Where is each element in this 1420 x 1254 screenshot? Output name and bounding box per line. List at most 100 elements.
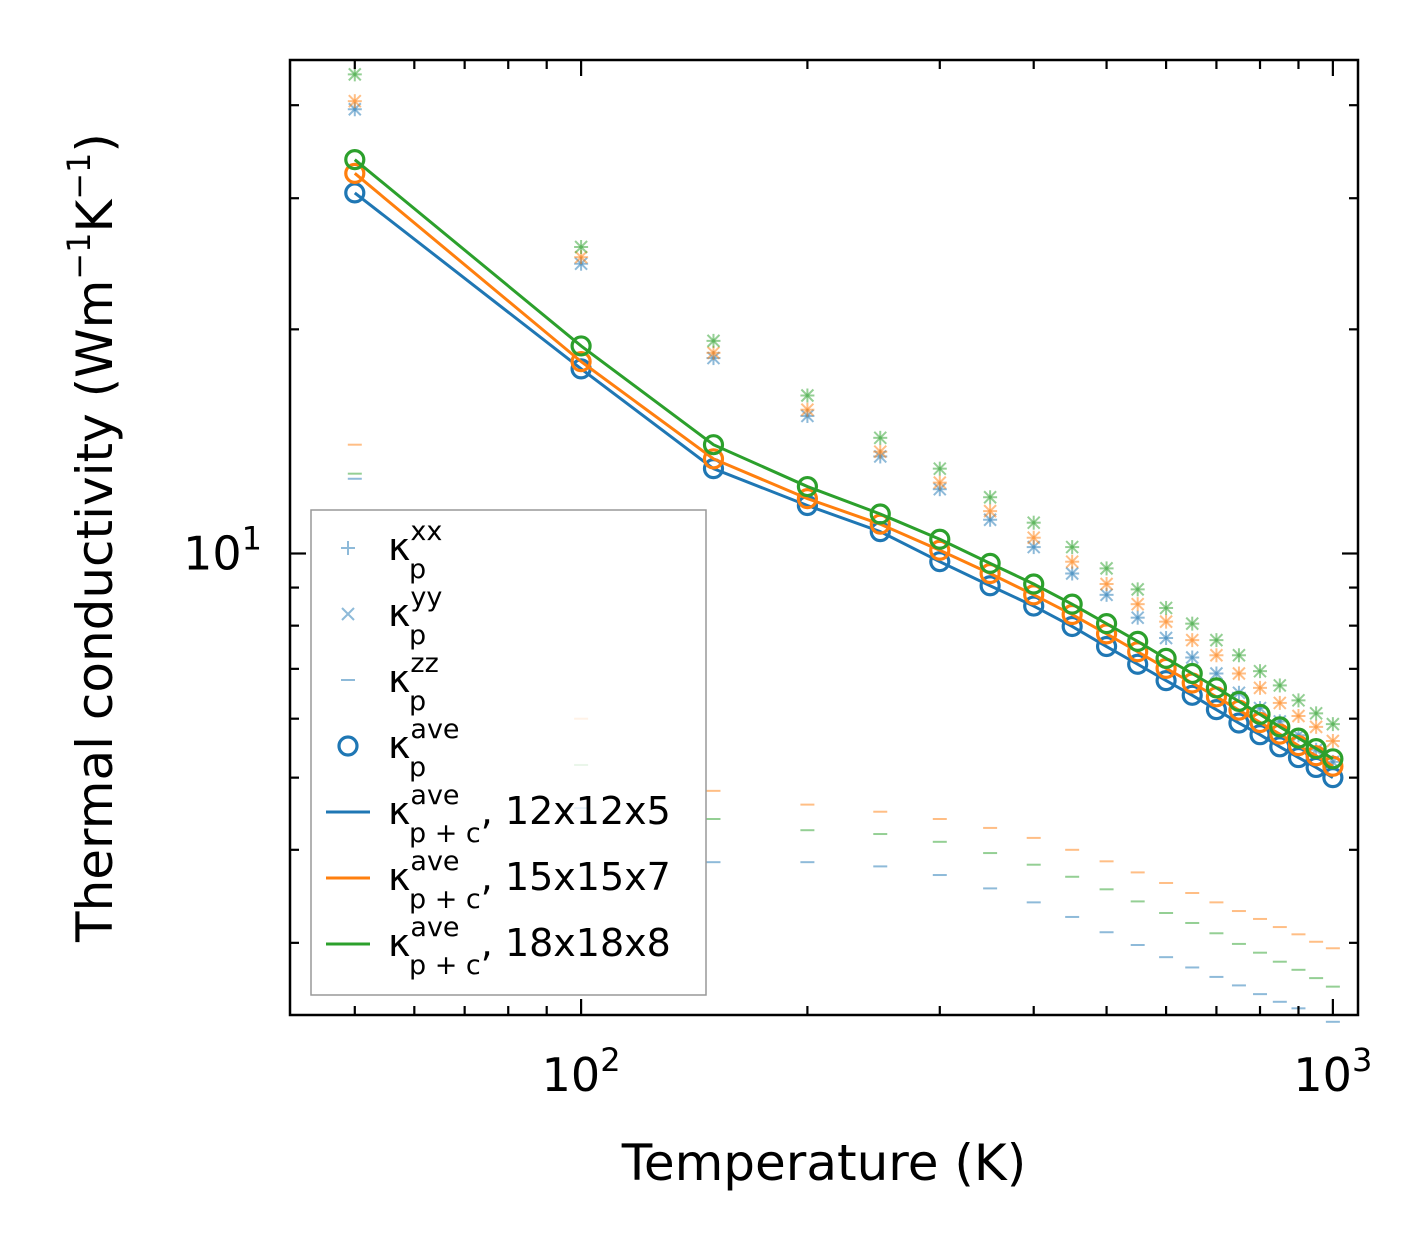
y-axis-label-exp1: −1: [60, 233, 98, 280]
legend-label-sub: p: [409, 752, 426, 783]
kyy-point: [1209, 648, 1224, 662]
legend-label-sub: p: [409, 686, 426, 717]
kave-point: [1023, 595, 1045, 617]
legend-label: κyy p: [388, 582, 442, 651]
kyy-point: [1099, 588, 1114, 602]
kyy-point: [1309, 706, 1323, 721]
kave-point: [1061, 615, 1083, 638]
kyy-point: [1326, 734, 1340, 748]
kave-point: [929, 551, 951, 573]
kyy-point: [1159, 631, 1173, 645]
kave-point: [929, 528, 951, 550]
kave-pc-line: [353, 158, 1334, 761]
kyy-point: [800, 402, 815, 417]
legend-label: κxx p: [388, 516, 442, 585]
kyy-point: [1065, 540, 1079, 554]
kyy-point: [1326, 717, 1340, 731]
kyy-point: [1099, 577, 1114, 591]
kave-point: [1127, 630, 1149, 652]
kave-point: [344, 162, 366, 184]
legend-label-sub: p: [409, 620, 426, 651]
kave-point: [796, 488, 819, 510]
legend-marker-x: [341, 607, 355, 621]
kyy-point: [1159, 614, 1173, 629]
kyy-point: [1253, 664, 1267, 678]
legend-label: κzz p: [388, 648, 439, 717]
legend-label: κave p + c, 12x12x5: [388, 780, 671, 849]
kave-point: [1287, 727, 1310, 749]
kyy-point: [706, 346, 721, 360]
legend-label-sub: p: [409, 554, 426, 585]
kave-point: [1228, 690, 1250, 712]
kyy-point: [1232, 648, 1246, 662]
kyy-point: [1291, 709, 1306, 723]
plot-area: [344, 67, 1344, 1023]
kave-point: [979, 575, 1001, 597]
kave-point: [1023, 584, 1045, 606]
legend-label-sub: p + c: [409, 950, 481, 981]
legend-label-sub: p + c: [409, 818, 481, 849]
kyy-point: [1273, 696, 1287, 710]
legend-label-symbol: κ: [388, 921, 410, 965]
y-tick-label-exp: 1: [242, 519, 262, 557]
x-tick-label-base: 10: [1293, 1048, 1352, 1102]
kyy-point: [1099, 561, 1114, 576]
kave-point: [702, 434, 725, 456]
legend-label-sup: xx: [410, 516, 442, 547]
kyy-point: [348, 94, 362, 108]
kyy-point: [1209, 666, 1224, 681]
legend-label-suffix: , 18x18x8: [481, 921, 671, 965]
legend-label-suffix: , 12x12x5: [481, 789, 671, 833]
kyy-point: [1253, 681, 1267, 695]
kyy-point: [1027, 531, 1041, 545]
kyy-point: [873, 431, 887, 445]
kave-point: [979, 552, 1001, 574]
kave-point: [796, 475, 819, 498]
kave-point: [1023, 573, 1045, 595]
legend-label-symbol: κ: [388, 789, 410, 833]
series-18x18x8: [344, 67, 1344, 988]
kave-point: [1305, 737, 1327, 760]
kave-point: [1181, 684, 1203, 706]
kave-point: [1181, 662, 1203, 685]
kave-point: [702, 448, 725, 470]
kyy-point: [1273, 678, 1287, 693]
kave-point: [344, 149, 366, 171]
kave-point: [1205, 699, 1228, 721]
legend-label-sup: ave: [410, 912, 459, 943]
legend-label-sup: zz: [410, 648, 438, 679]
kyy-point: [983, 504, 997, 518]
kave-point: [1095, 635, 1118, 658]
legend-marker-circle: [337, 735, 359, 757]
legend-label: κave p + c, 18x18x8: [388, 912, 671, 981]
kave-point: [1095, 613, 1118, 635]
kave-pc-line: [353, 172, 1334, 768]
kave-point: [1155, 670, 1177, 692]
y-axis-label-exp2: −1: [60, 153, 98, 200]
kave-point: [929, 539, 951, 561]
legend-label-suffix: , 15x15x7: [481, 855, 671, 899]
kyy-point: [1209, 633, 1224, 647]
legend-label-sup: yy: [410, 582, 442, 613]
kyy-point: [800, 388, 815, 403]
axes-frame: [288, 58, 1360, 1017]
kave-point: [869, 503, 891, 525]
legend-marker-plus: [341, 541, 355, 555]
kyy-point: [1027, 515, 1041, 530]
legend-label-sup: ave: [410, 714, 459, 745]
kave-point: [1322, 748, 1344, 770]
legend-label-sup: ave: [410, 780, 459, 811]
y-axis-label-close: ): [66, 133, 124, 153]
kyy-point: [1185, 616, 1199, 631]
kyy-point: [1130, 597, 1145, 611]
x-tick-label-exp: 3: [1352, 1041, 1372, 1079]
kave-point: [1228, 712, 1250, 734]
kave-point: [570, 335, 592, 357]
kyy-point: [574, 250, 588, 264]
kave-point: [1155, 647, 1177, 669]
kyy-point: [983, 490, 997, 504]
y-axis-label-k: K: [66, 199, 124, 233]
kyy-point: [1185, 650, 1199, 665]
x-tick-label: 103: [1293, 1041, 1372, 1102]
y-tick-label-base: 10: [183, 526, 242, 580]
